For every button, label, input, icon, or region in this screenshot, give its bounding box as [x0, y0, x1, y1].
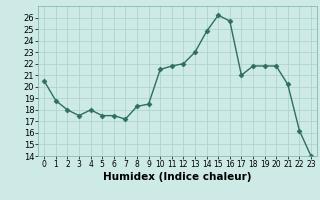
X-axis label: Humidex (Indice chaleur): Humidex (Indice chaleur)	[103, 172, 252, 182]
